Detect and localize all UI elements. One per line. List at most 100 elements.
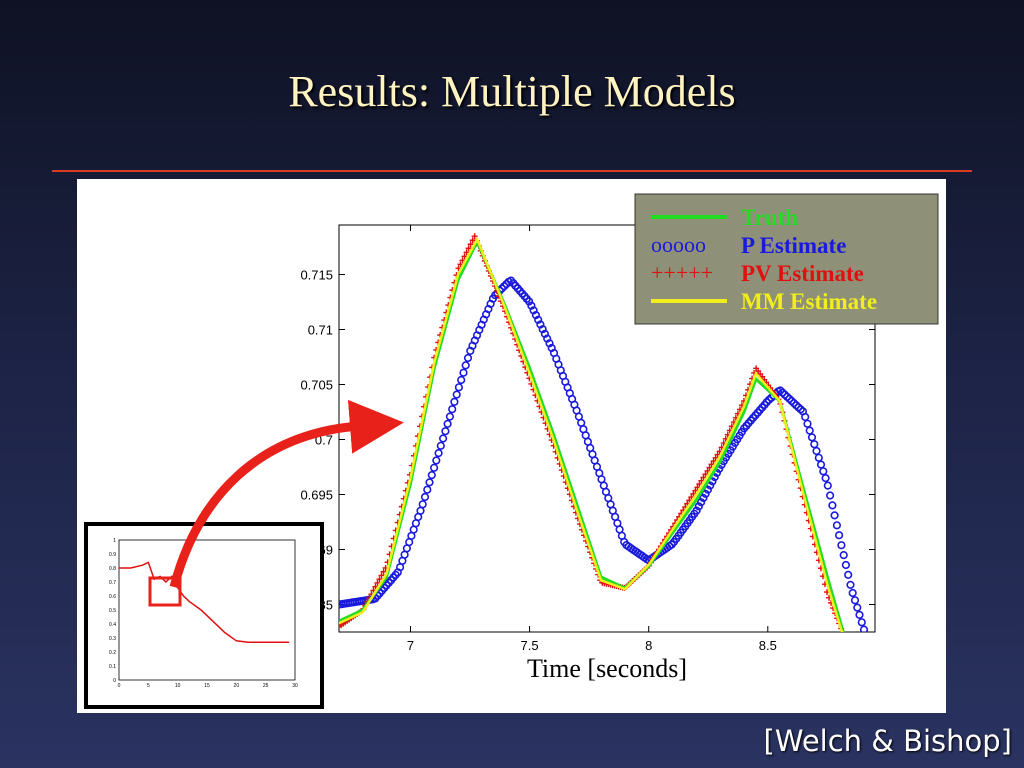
data-point [430, 463, 439, 472]
data-point [467, 241, 474, 248]
x-tick-label: 8 [645, 638, 652, 653]
data-point [525, 297, 534, 306]
data-point [500, 282, 509, 291]
data-point [828, 501, 837, 510]
data-point [443, 419, 452, 428]
x-tick-label: 7.5 [521, 638, 539, 653]
data-point [376, 576, 383, 583]
inset-x-tick-label: 5 [147, 683, 150, 689]
data-point [762, 398, 771, 407]
data-point [870, 656, 877, 663]
data-point [425, 478, 434, 487]
data-point [527, 301, 536, 310]
data-point [830, 511, 839, 520]
data-point [823, 481, 832, 490]
data-point [865, 641, 872, 648]
data-point [839, 551, 848, 560]
data-point [834, 531, 844, 540]
inset-x-tick-label: 30 [292, 683, 298, 689]
y-tick-label: 0.705 [300, 378, 333, 393]
data-point [694, 502, 703, 511]
inset-x-tick-label: 25 [263, 683, 269, 689]
inset-y-tick-label: 0.6 [109, 594, 116, 600]
data-point [789, 399, 799, 408]
data-point [441, 427, 450, 436]
data-point [701, 489, 710, 498]
data-point [423, 485, 432, 494]
data-point [538, 325, 547, 334]
data-point [863, 634, 870, 641]
data-point [812, 446, 821, 456]
x-tick-label: 8.5 [759, 638, 777, 653]
data-point [857, 618, 866, 627]
data-point [844, 570, 853, 580]
data-point [703, 485, 713, 494]
data-point [427, 471, 436, 480]
inset-y-tick-label: 1 [113, 538, 116, 544]
data-point [461, 361, 470, 370]
data-point [853, 603, 862, 612]
data-point [855, 610, 864, 620]
data-point [432, 456, 441, 465]
zoom-region-box [148, 576, 182, 607]
data-point [439, 434, 448, 443]
data-point [418, 500, 427, 509]
data-point [841, 560, 851, 570]
data-point [699, 493, 708, 503]
inset-y-tick-label: 0.1 [109, 664, 116, 670]
legend-marker: ooooo [651, 232, 706, 257]
inset-y-tick-label: 0 [113, 678, 116, 684]
data-point [819, 467, 828, 476]
title-divider [52, 170, 972, 172]
data-point [463, 249, 470, 256]
data-point [445, 412, 455, 421]
series-p-estimate [339, 276, 877, 663]
inset-plot-area [118, 539, 296, 681]
data-point [465, 245, 472, 252]
data-point [791, 401, 801, 410]
data-point [782, 392, 792, 401]
inset-x-tick-label: 15 [204, 683, 210, 689]
data-point [842, 636, 848, 642]
data-point [868, 648, 875, 655]
data-point [780, 390, 789, 399]
inset-series-line [119, 561, 290, 643]
legend-label: P Estimate [741, 233, 846, 258]
data-point [837, 541, 846, 550]
series-line [339, 236, 844, 632]
data-point [461, 253, 468, 260]
data-point [814, 453, 823, 462]
y-tick-label: 0.695 [300, 488, 333, 503]
inset-y-tick-label: 0.8 [109, 566, 116, 572]
data-point [805, 426, 814, 435]
data-point [696, 498, 706, 507]
legend-marker: +++++ [651, 260, 713, 285]
data-point [816, 460, 826, 469]
citation: [Welch & Bishop] [763, 724, 1012, 758]
data-point [810, 440, 819, 449]
data-point [434, 449, 443, 458]
legend-label: Truth [741, 205, 798, 230]
data-point [420, 492, 430, 502]
data-point [846, 580, 855, 590]
data-point [534, 315, 543, 324]
data-point [832, 521, 842, 530]
data-point [794, 403, 803, 412]
data-point [459, 368, 468, 377]
data-point [450, 397, 459, 406]
series-layer [339, 233, 877, 663]
data-point [801, 412, 810, 422]
data-point [807, 433, 817, 442]
data-point [846, 646, 852, 652]
legend-label: MM Estimate [741, 289, 877, 314]
inset-x-tick-label: 20 [234, 683, 240, 689]
figure-svg: 77.588.50.6850.690.6950.70.7050.710.715T… [84, 193, 939, 709]
inset-y-tick-label: 0.7 [109, 580, 116, 586]
data-point [764, 395, 774, 404]
legend-label: PV Estimate [741, 261, 864, 286]
data-point [454, 383, 464, 392]
data-point [692, 506, 701, 515]
data-point [796, 405, 805, 414]
chart-legend: Truth ooooo P Estimate +++++ PV Estimate MM E… [634, 193, 939, 325]
x-axis-label: Time [seconds] [527, 654, 687, 683]
